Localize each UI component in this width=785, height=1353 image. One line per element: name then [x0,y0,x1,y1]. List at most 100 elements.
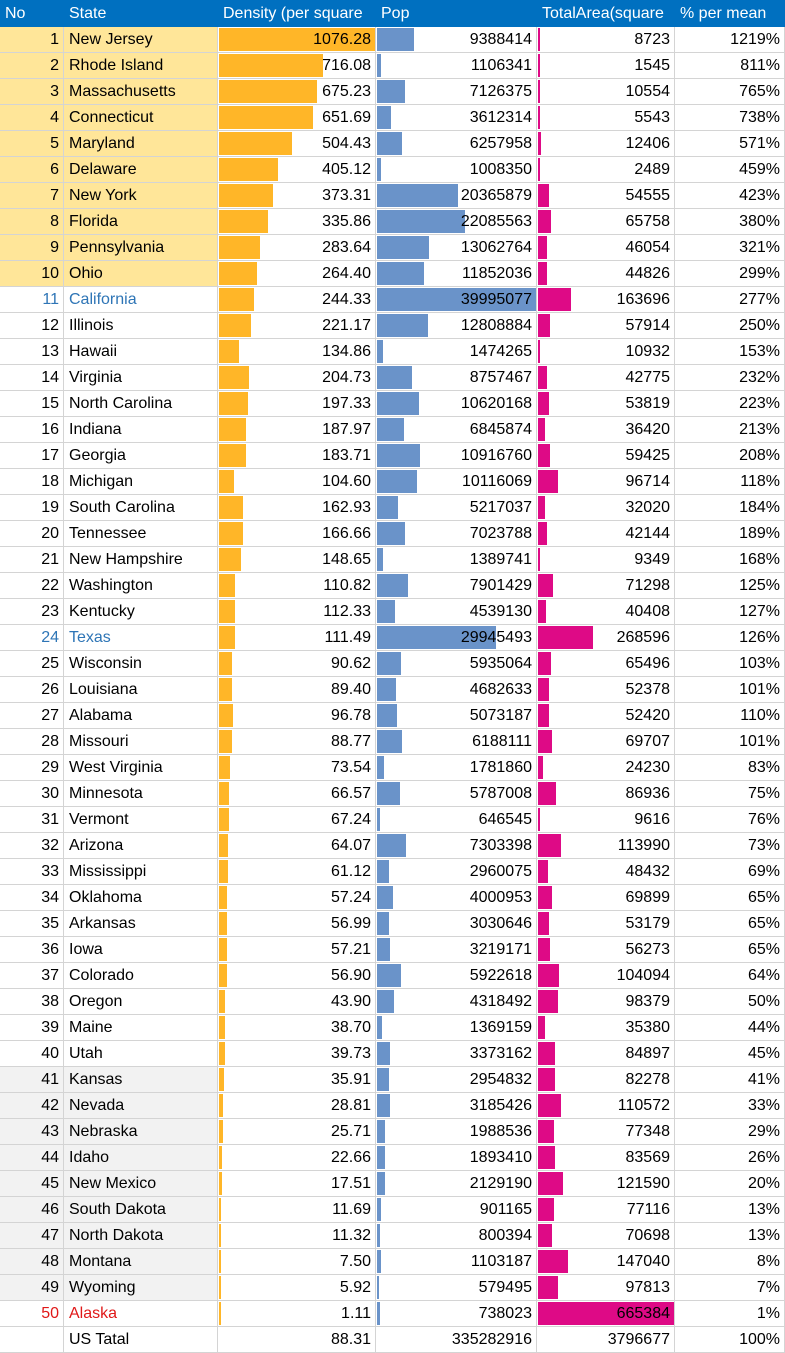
cell-state[interactable]: Montana [64,1249,218,1275]
cell-no[interactable]: 15 [0,391,64,417]
cell-pop[interactable]: 1988536 [376,1119,537,1145]
cell-pct[interactable]: 811% [675,53,785,79]
cell-no[interactable]: 37 [0,963,64,989]
cell-pct[interactable]: 380% [675,209,785,235]
cell-area[interactable]: 86936 [537,781,675,807]
cell-no[interactable]: 49 [0,1275,64,1301]
cell-pct[interactable]: 1% [675,1301,785,1327]
cell-area[interactable]: 104094 [537,963,675,989]
cell-pct[interactable]: 189% [675,521,785,547]
cell-area[interactable]: 36420 [537,417,675,443]
cell-area[interactable]: 268596 [537,625,675,651]
cell-density[interactable]: 11.69 [218,1197,376,1223]
cell-state[interactable]: Michigan [64,469,218,495]
cell-state[interactable]: Connecticut [64,105,218,131]
cell-no[interactable]: 45 [0,1171,64,1197]
cell-area[interactable]: 113990 [537,833,675,859]
cell-state[interactable]: Kansas [64,1067,218,1093]
header-density[interactable]: Density (per square [223,5,363,22]
cell-state[interactable]: Arizona [64,833,218,859]
cell-pop[interactable]: 1781860 [376,755,537,781]
cell-density[interactable]: 66.57 [218,781,376,807]
cell-pop[interactable]: 4000953 [376,885,537,911]
cell-pop[interactable]: 738023 [376,1301,537,1327]
cell-area[interactable]: 12406 [537,131,675,157]
cell-state[interactable]: Texas [64,625,218,651]
cell-density[interactable]: 244.33 [218,287,376,313]
cell-pop[interactable]: 4539130 [376,599,537,625]
cell-area[interactable]: 56273 [537,937,675,963]
cell-area[interactable]: 53819 [537,391,675,417]
cell-state[interactable]: Idaho [64,1145,218,1171]
cell-state[interactable]: Indiana [64,417,218,443]
cell-pop[interactable]: 29945493 [376,625,537,651]
cell-area[interactable]: 163696 [537,287,675,313]
cell-density[interactable]: 264.40 [218,261,376,287]
cell-state[interactable]: North Dakota [64,1223,218,1249]
cell-pop[interactable]: 6257958 [376,131,537,157]
cell-density[interactable]: 187.97 [218,417,376,443]
cell-pct[interactable]: 45% [675,1041,785,1067]
cell-area[interactable]: 77348 [537,1119,675,1145]
cell-state[interactable]: US Tatal [64,1327,218,1353]
cell-no[interactable]: 16 [0,417,64,443]
cell-density[interactable]: 64.07 [218,833,376,859]
header-percent-per-mean[interactable]: % per mean [680,5,767,22]
cell-pct[interactable]: 65% [675,937,785,963]
cell-pop[interactable]: 13062764 [376,235,537,261]
cell-area[interactable]: 71298 [537,573,675,599]
cell-area[interactable]: 24230 [537,755,675,781]
cell-pct[interactable]: 41% [675,1067,785,1093]
cell-no[interactable]: 17 [0,443,64,469]
cell-pop[interactable]: 646545 [376,807,537,833]
cell-no[interactable] [0,1327,64,1353]
cell-density[interactable]: 35.91 [218,1067,376,1093]
cell-density[interactable]: 11.32 [218,1223,376,1249]
cell-density[interactable]: 96.78 [218,703,376,729]
cell-area[interactable]: 2489 [537,157,675,183]
cell-density[interactable]: 112.33 [218,599,376,625]
cell-state[interactable]: Illinois [64,313,218,339]
cell-area[interactable]: 52378 [537,677,675,703]
cell-no[interactable]: 29 [0,755,64,781]
cell-area[interactable]: 121590 [537,1171,675,1197]
cell-density[interactable]: 73.54 [218,755,376,781]
cell-pct[interactable]: 13% [675,1223,785,1249]
cell-density[interactable]: 283.64 [218,235,376,261]
cell-density[interactable]: 716.08 [218,53,376,79]
cell-density[interactable]: 22.66 [218,1145,376,1171]
cell-state[interactable]: New Mexico [64,1171,218,1197]
cell-state[interactable]: Nebraska [64,1119,218,1145]
cell-pop[interactable]: 3185426 [376,1093,537,1119]
cell-pop[interactable]: 1369159 [376,1015,537,1041]
cell-no[interactable]: 30 [0,781,64,807]
cell-area[interactable]: 48432 [537,859,675,885]
cell-density[interactable]: 373.31 [218,183,376,209]
cell-no[interactable]: 7 [0,183,64,209]
cell-state[interactable]: South Dakota [64,1197,218,1223]
cell-pct[interactable]: 232% [675,365,785,391]
cell-no[interactable]: 34 [0,885,64,911]
cell-density[interactable]: 405.12 [218,157,376,183]
cell-pct[interactable]: 65% [675,885,785,911]
cell-pop[interactable]: 3373162 [376,1041,537,1067]
cell-pop[interactable]: 10916760 [376,443,537,469]
cell-pop[interactable]: 335282916 [376,1327,537,1353]
header-total-area[interactable]: TotalArea(square [542,5,664,22]
cell-pct[interactable]: 110% [675,703,785,729]
cell-no[interactable]: 28 [0,729,64,755]
cell-no[interactable]: 19 [0,495,64,521]
cell-pct[interactable]: 20% [675,1171,785,1197]
cell-density[interactable]: 197.33 [218,391,376,417]
cell-density[interactable]: 5.92 [218,1275,376,1301]
cell-no[interactable]: 24 [0,625,64,651]
cell-no[interactable]: 46 [0,1197,64,1223]
cell-no[interactable]: 18 [0,469,64,495]
cell-area[interactable]: 53179 [537,911,675,937]
cell-no[interactable]: 20 [0,521,64,547]
cell-no[interactable]: 50 [0,1301,64,1327]
cell-state[interactable]: Ohio [64,261,218,287]
cell-area[interactable]: 83569 [537,1145,675,1171]
cell-area[interactable]: 35380 [537,1015,675,1041]
cell-state[interactable]: Arkansas [64,911,218,937]
